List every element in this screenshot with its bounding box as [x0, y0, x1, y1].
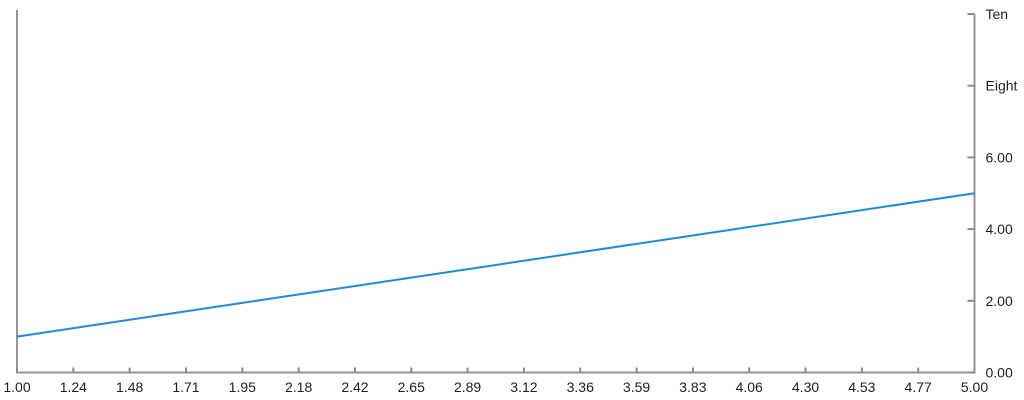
x-tick-label: 1.71 [172, 379, 199, 395]
x-tick-label: 4.06 [736, 379, 763, 395]
y-tick-label: 0.00 [986, 365, 1013, 381]
x-tick-label: 1.95 [229, 379, 256, 395]
x-tick-label: 3.36 [567, 379, 594, 395]
x-tick-label: 1.00 [3, 379, 30, 395]
y-tick-label: Eight [986, 78, 1018, 94]
x-tick-label: 2.65 [398, 379, 425, 395]
y-tick-label: 2.00 [986, 293, 1013, 309]
series-layer [16, 192, 975, 338]
series-line [16, 192, 975, 338]
y-axis-ticks [967, 13, 975, 374]
x-axis-labels: 1.00 1.24 1.48 1.71 1.95 2.18 2.42 2.65 2.89 3.12… [3, 379, 988, 395]
x-tick-label: 4.77 [905, 379, 932, 395]
y-tick-label: 6.00 [986, 149, 1013, 165]
x-axis-ticks [16, 367, 976, 373]
y-axis-labels: 0.00 2.00 4.00 6.00 Eight Ten [986, 6, 1018, 381]
x-tick-label: 3.12 [510, 379, 537, 395]
x-tick-label: 3.59 [623, 379, 650, 395]
x-tick-label: 1.24 [60, 379, 87, 395]
axes-layer [16, 10, 976, 374]
x-tick-label: 2.42 [341, 379, 368, 395]
x-tick-label: 3.83 [679, 379, 706, 395]
y-tick-label: Ten [986, 6, 1009, 22]
y-tick-label: 4.00 [986, 221, 1013, 237]
x-tick-label: 2.18 [285, 379, 312, 395]
x-tick-label: 1.48 [116, 379, 143, 395]
x-tick-label: 2.89 [454, 379, 481, 395]
x-tick-label: 4.30 [792, 379, 819, 395]
x-tick-label: 4.53 [848, 379, 875, 395]
x-tick-label: 5.00 [961, 379, 988, 395]
